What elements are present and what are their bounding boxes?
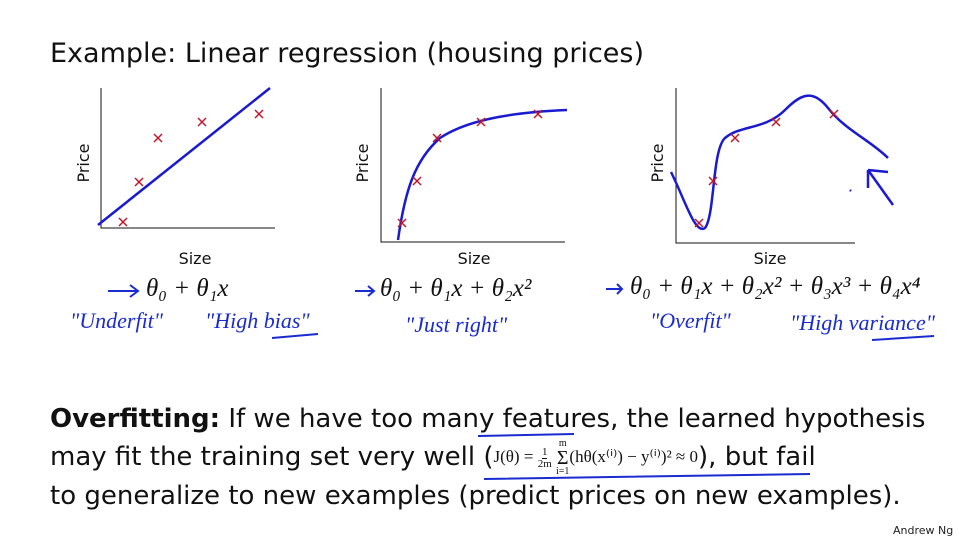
arrow bbox=[849, 168, 895, 206]
y-label: Price bbox=[74, 143, 93, 182]
slide-title: Example: Linear regression (housing pric… bbox=[50, 38, 645, 69]
line: Overfitting: If we have too many feature… bbox=[50, 400, 925, 438]
numerator: 1 bbox=[541, 445, 548, 459]
footer: Andrew Ng bbox=[893, 524, 954, 537]
x-label: Size bbox=[179, 249, 212, 268]
arrow-2 bbox=[355, 285, 376, 297]
note: "High variance" bbox=[790, 310, 936, 335]
fit-line bbox=[97, 87, 271, 226]
equation: θ₀ + θ₁x + θ₂x² bbox=[380, 275, 532, 302]
crosses bbox=[118, 109, 839, 228]
y-label: Price bbox=[648, 143, 667, 182]
note: "Underfit" bbox=[70, 308, 164, 333]
axes bbox=[100, 88, 855, 244]
underline-1 bbox=[271, 333, 319, 339]
equation: θ₀ + θ₁x + θ₂x² + θ₃x³ + θ₄x⁴ bbox=[630, 273, 921, 300]
denominator: 2m bbox=[537, 457, 552, 470]
sum-bottom: i=1 bbox=[556, 466, 570, 478]
formula-lhs: J(θ) = bbox=[493, 447, 534, 466]
fit-wiggle bbox=[669, 94, 889, 231]
text: If we have too many features, the learne… bbox=[228, 404, 926, 434]
text: ), but fail bbox=[698, 442, 816, 473]
curves bbox=[97, 87, 895, 241]
paragraph: Overfitting: If we have too many feature… bbox=[50, 400, 925, 515]
formula-rest: (hθ(x⁽ⁱ⁾) − y⁽ⁱ⁾)² ≈ 0 bbox=[569, 447, 699, 466]
text: may fit the training set very well ( bbox=[50, 442, 494, 473]
axes-1 bbox=[100, 88, 275, 229]
points-2 bbox=[397, 109, 543, 228]
axes-2 bbox=[380, 88, 565, 243]
arrow-3 bbox=[606, 283, 624, 295]
axes-3 bbox=[675, 88, 855, 244]
term: Overfitting: bbox=[50, 404, 221, 434]
points-1 bbox=[118, 109, 264, 227]
underline-2 bbox=[871, 335, 935, 341]
text: to generalize to new examples (predict p… bbox=[50, 481, 901, 512]
note: "Overfit" bbox=[650, 308, 732, 333]
note: "Just right" bbox=[405, 312, 508, 337]
x-label: Size bbox=[458, 249, 491, 268]
note: "High bias" bbox=[205, 308, 310, 333]
arrow-1 bbox=[108, 284, 140, 298]
x-label: Size bbox=[754, 249, 787, 268]
fit-curve bbox=[396, 108, 568, 241]
y-label: Price bbox=[353, 143, 372, 182]
hand-marks bbox=[108, 283, 935, 341]
fraction: 1 2m bbox=[537, 445, 552, 470]
underlines bbox=[477, 433, 811, 480]
sum-sign: Σ bbox=[556, 447, 569, 470]
line: to generalize to new examples (predict p… bbox=[50, 477, 925, 515]
line: may fit the training set very well (J(θ)… bbox=[50, 438, 925, 477]
sum-top: m bbox=[558, 438, 567, 450]
points-3 bbox=[694, 109, 839, 228]
equation: θ₀ + θ₁x bbox=[146, 275, 228, 302]
